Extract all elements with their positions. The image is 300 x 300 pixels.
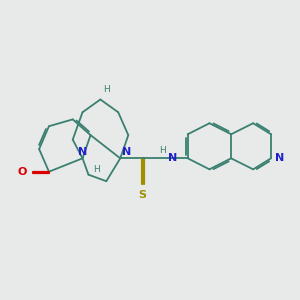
Text: H: H [93,165,100,174]
Text: N: N [168,153,177,163]
Text: N: N [78,147,87,157]
Text: N: N [122,147,131,157]
Text: H: H [160,146,166,155]
Text: S: S [138,190,146,200]
Text: H: H [103,85,110,94]
Text: N: N [275,153,285,163]
Text: O: O [18,167,27,177]
